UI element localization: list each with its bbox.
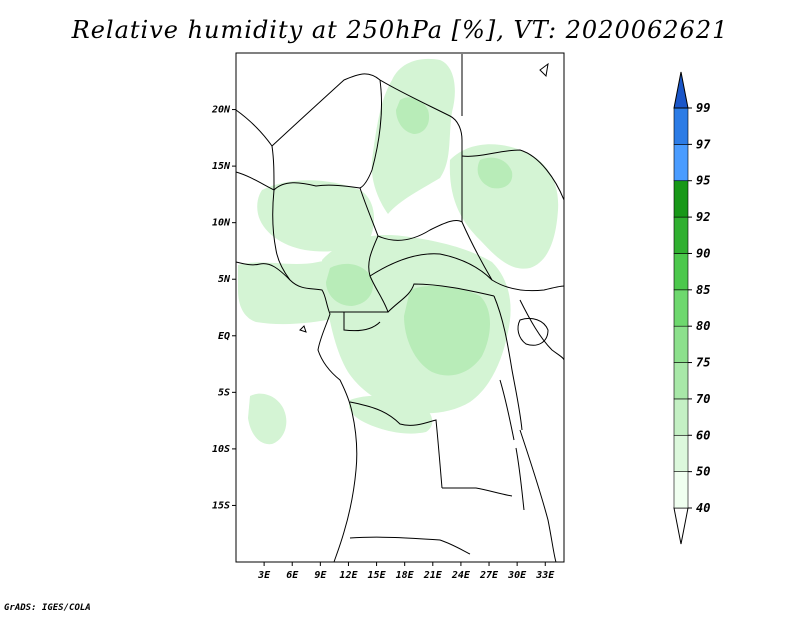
boundary-lake-tanganyika bbox=[499, 379, 515, 441]
colorbar-segment bbox=[673, 471, 689, 509]
humidity-area-interior-4 bbox=[477, 157, 513, 189]
boundary-gabon bbox=[330, 311, 381, 332]
humidity-area-interior-3 bbox=[396, 97, 430, 134]
lat-tick-label: 15S bbox=[212, 500, 230, 511]
lake-victoria bbox=[517, 317, 549, 346]
colorbar-label: 90 bbox=[696, 246, 710, 260]
colorbar-segment bbox=[673, 398, 689, 436]
boundary-sudan bbox=[461, 221, 565, 292]
colorbar-segment bbox=[673, 107, 689, 145]
colorbar-segment bbox=[673, 289, 689, 327]
boundary-chad bbox=[377, 219, 463, 241]
boundary-nigeria bbox=[272, 189, 291, 281]
boundary-namibia bbox=[349, 536, 471, 555]
colorbar-label: 99 bbox=[696, 101, 710, 115]
humidity-area-west bbox=[257, 180, 375, 252]
lon-tick-label: 33E bbox=[535, 570, 555, 581]
lon-tick-label: 24E bbox=[451, 570, 471, 581]
colorbar-segment bbox=[673, 180, 689, 218]
colorbar: 40 50 60 70 75 80 85 90 92 95 97 99 bbox=[673, 71, 711, 545]
colorbar-segment bbox=[673, 362, 689, 400]
humidity-area-interior-1 bbox=[404, 285, 490, 376]
boundary-east-coast bbox=[519, 429, 557, 563]
coastline-west-africa bbox=[235, 261, 358, 563]
lat-tick-label: 10S bbox=[212, 444, 230, 455]
colorbar-low-arrow bbox=[673, 507, 689, 545]
colorbar-high-arrow bbox=[673, 71, 689, 109]
boundary-sahel bbox=[235, 171, 361, 191]
colorbar-label: 92 bbox=[696, 210, 710, 224]
boundary-car bbox=[369, 253, 493, 281]
lat-tick-label: 5S bbox=[218, 387, 230, 398]
boundary-north bbox=[271, 73, 381, 147]
lon-tick-label: 21E bbox=[423, 570, 443, 581]
colorbar-label: 40 bbox=[696, 501, 710, 515]
boundary-libya-chad bbox=[359, 79, 383, 189]
lat-tick-label: EQ bbox=[218, 331, 230, 342]
lake-malawi bbox=[515, 447, 525, 511]
colorbar-segment bbox=[673, 144, 689, 182]
boundary-east-africa bbox=[519, 299, 565, 361]
humidity-area-south bbox=[348, 395, 433, 434]
colorbar-label: 95 bbox=[696, 174, 710, 188]
humidity-shading bbox=[238, 58, 559, 445]
humidity-area-atlantic bbox=[248, 393, 287, 445]
lon-tick-label: 6E bbox=[286, 570, 299, 581]
boundary-angola-zambia bbox=[442, 487, 513, 497]
colorbar-label: 50 bbox=[696, 465, 710, 479]
lon-tick-label: 27E bbox=[479, 570, 499, 581]
island-1 bbox=[539, 62, 549, 78]
grads-credit: GrADS: IGES/COLA bbox=[4, 603, 91, 613]
lat-tick-label: 20N bbox=[211, 105, 231, 116]
colorbar-segment bbox=[673, 434, 689, 472]
humidity-area-northeast bbox=[449, 144, 559, 269]
longitude-axis: 3E 6E 9E 12E 15E 18E 21E 24E 27E 30E 33E bbox=[257, 562, 555, 581]
boundary-drc-east bbox=[493, 295, 523, 431]
boundary-libya-sudan bbox=[379, 79, 463, 222]
chart-title: Relative humidity at 250hPa [%], VT: 202… bbox=[71, 16, 729, 44]
boundary-sudan-north bbox=[461, 149, 565, 201]
boundary-congo bbox=[387, 283, 495, 313]
colorbar-label: 70 bbox=[696, 392, 710, 406]
colorbar-label: 97 bbox=[696, 137, 711, 151]
colorbar-label: 75 bbox=[696, 356, 710, 370]
latitude-axis: 20N 15N 10N 5N EQ 5S 10S 15S bbox=[211, 105, 236, 511]
lat-tick-label: 10N bbox=[212, 218, 231, 229]
lon-tick-label: 3E bbox=[257, 570, 271, 581]
colorbar-segment bbox=[673, 216, 689, 254]
colorbar-label: 85 bbox=[696, 283, 710, 297]
lat-tick-label: 15N bbox=[212, 161, 231, 172]
colorbar-segment bbox=[673, 253, 689, 291]
humidity-area-interior-2 bbox=[326, 263, 374, 306]
lon-tick-label: 18E bbox=[396, 570, 415, 581]
boundary-drc-angola bbox=[349, 401, 443, 489]
lon-tick-label: 30E bbox=[507, 570, 527, 581]
colorbar-segment bbox=[673, 325, 689, 363]
humidity-area-north bbox=[371, 58, 455, 214]
lat-tick-label: 5N bbox=[218, 274, 231, 285]
lon-tick-label: 12E bbox=[339, 570, 358, 581]
island-2 bbox=[299, 325, 307, 333]
boundaries bbox=[235, 54, 565, 563]
lon-tick-label: 15E bbox=[368, 570, 387, 581]
colorbar-label: 60 bbox=[696, 428, 710, 442]
colorbar-label: 80 bbox=[696, 319, 710, 333]
lon-tick-label: 9E bbox=[314, 570, 327, 581]
